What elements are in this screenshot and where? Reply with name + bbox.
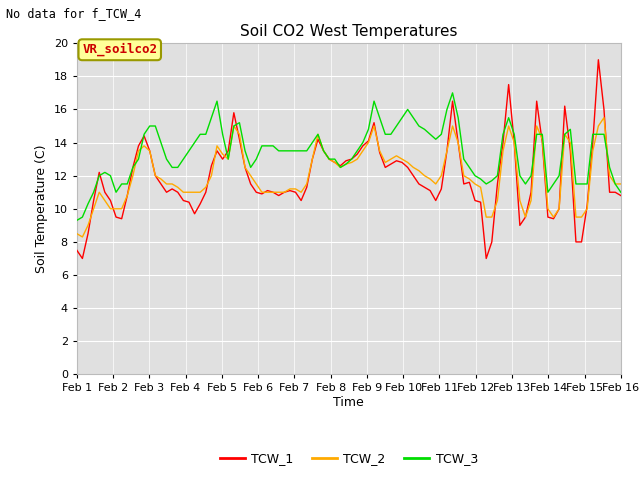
Text: No data for f_TCW_4: No data for f_TCW_4: [6, 7, 142, 20]
TCW_3: [331, 156, 339, 162]
TCW_3: [449, 90, 456, 96]
TCW_1: [112, 214, 120, 220]
TCW_3: [73, 217, 81, 223]
TCW_1: [73, 247, 81, 253]
TCW_2: [420, 173, 428, 179]
TCW_1: [381, 165, 389, 170]
X-axis label: Time: Time: [333, 396, 364, 409]
TCW_3: [617, 190, 625, 195]
TCW_2: [337, 165, 344, 170]
TCW_2: [73, 231, 81, 237]
Legend: TCW_1, TCW_2, TCW_3: TCW_1, TCW_2, TCW_3: [215, 447, 483, 470]
Line: TCW_3: TCW_3: [77, 93, 621, 220]
TCW_1: [617, 192, 625, 198]
TCW_1: [420, 184, 428, 190]
TCW_1: [337, 163, 344, 168]
TCW_2: [493, 198, 501, 204]
TCW_3: [493, 173, 501, 179]
TCW_2: [381, 159, 389, 165]
Line: TCW_1: TCW_1: [77, 60, 621, 258]
TCW_3: [415, 123, 423, 129]
TCW_1: [493, 181, 501, 187]
TCW_3: [376, 115, 383, 120]
TCW_2: [79, 234, 86, 240]
TCW_2: [617, 181, 625, 187]
TCW_1: [595, 57, 602, 62]
TCW_2: [600, 115, 608, 120]
TCW_3: [107, 173, 115, 179]
Title: Soil CO2 West Temperatures: Soil CO2 West Temperatures: [240, 24, 458, 39]
TCW_1: [124, 192, 131, 198]
Line: TCW_2: TCW_2: [77, 118, 621, 237]
TCW_3: [118, 181, 125, 187]
Text: VR_soilco2: VR_soilco2: [82, 43, 157, 57]
TCW_1: [79, 255, 86, 261]
TCW_2: [124, 192, 131, 198]
Y-axis label: Soil Temperature (C): Soil Temperature (C): [35, 144, 48, 273]
TCW_2: [112, 206, 120, 212]
